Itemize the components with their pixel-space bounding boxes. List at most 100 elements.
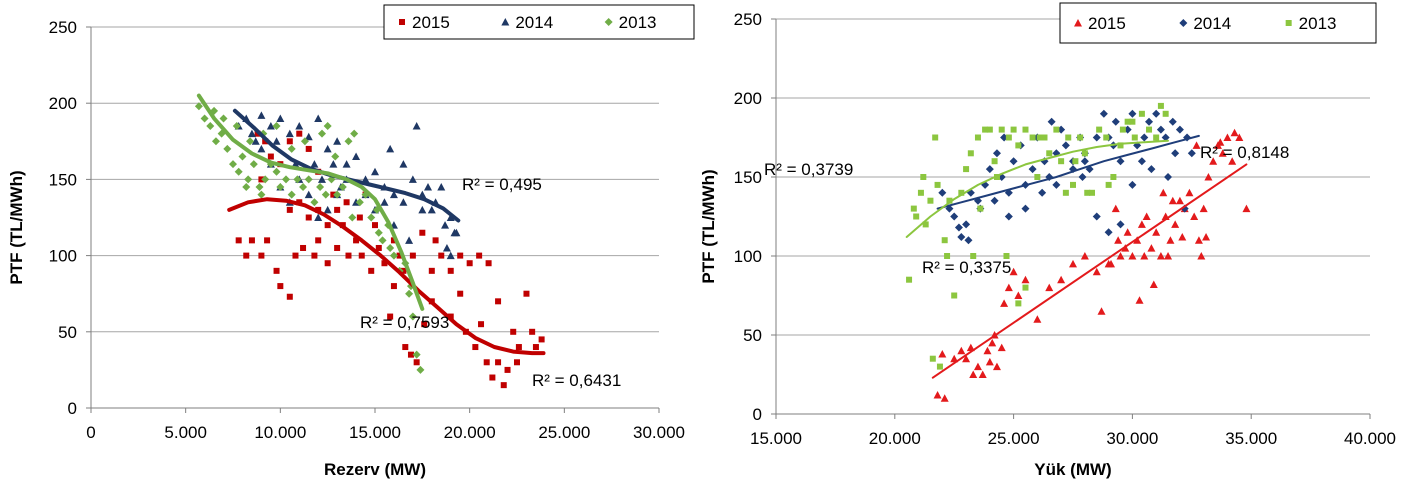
data-point (389, 190, 398, 199)
data-point (338, 183, 347, 192)
data-point (1216, 138, 1225, 146)
trendline-2015 (931, 163, 1248, 379)
data-point (970, 253, 977, 259)
data-point (428, 267, 435, 274)
data-point (258, 252, 265, 259)
data-point (1149, 280, 1158, 288)
data-point (964, 236, 973, 245)
data-point (402, 344, 409, 351)
data-point (323, 144, 332, 153)
data-point (986, 126, 993, 133)
data-point (342, 160, 351, 168)
data-point (1092, 267, 1101, 276)
data-point (1228, 157, 1237, 165)
data-point (936, 363, 943, 370)
data-point (991, 158, 998, 165)
data-point (990, 196, 999, 205)
data-point (286, 138, 293, 145)
data-point (1152, 109, 1161, 118)
data-point (389, 251, 398, 260)
data-point (1137, 220, 1146, 228)
data-point (261, 175, 270, 184)
data-point (316, 183, 325, 192)
y-tick-label: 0 (753, 405, 762, 424)
data-point (287, 144, 296, 153)
data-point (1128, 109, 1137, 118)
r-squared-label: R² = 0,7593 (360, 313, 449, 332)
data-point (1062, 189, 1069, 196)
data-point (229, 160, 237, 169)
data-point (504, 366, 511, 373)
legend-box (383, 4, 695, 40)
data-point (368, 267, 375, 274)
data-point (1146, 126, 1153, 133)
data-point (941, 237, 948, 244)
x-tick-label: 15.000 (750, 429, 802, 448)
data-point (200, 114, 209, 123)
data-point (917, 189, 924, 196)
legend-marker (399, 19, 405, 25)
data-point (1069, 259, 1077, 268)
data-point (1080, 157, 1089, 166)
r-squared-label: R² = 0,3375 (922, 258, 1011, 277)
y-tick-label: 250 (734, 10, 762, 29)
data-point (992, 149, 1001, 158)
data-point (940, 394, 949, 402)
legend-marker (1074, 19, 1082, 27)
data-point (1111, 204, 1120, 213)
x-axis-label: Yük (MW) (1034, 460, 1111, 479)
data-point (299, 183, 308, 192)
data-point (1159, 188, 1168, 197)
data-point (1084, 189, 1091, 196)
data-point (412, 122, 421, 130)
data-point (1041, 134, 1048, 141)
data-point (1107, 259, 1116, 268)
y-tick-label: 50 (743, 326, 762, 345)
data-point (1185, 188, 1194, 197)
data-point (1116, 220, 1125, 229)
data-point (1140, 133, 1149, 142)
data-point (1103, 134, 1110, 141)
data-point (1171, 149, 1180, 158)
data-point (906, 276, 913, 283)
data-point (1140, 252, 1149, 260)
data-point (372, 222, 378, 229)
data-point (457, 290, 464, 297)
data-point (982, 126, 989, 133)
data-point (495, 359, 502, 366)
data-point (272, 137, 281, 145)
data-point (321, 190, 330, 199)
data-point (305, 214, 312, 221)
data-point (962, 354, 971, 363)
data-point (500, 382, 507, 389)
series-2015 (235, 130, 545, 389)
data-point (1078, 173, 1087, 181)
data-point (1168, 117, 1177, 126)
data-point (1175, 196, 1184, 205)
data-point (1038, 188, 1047, 197)
data-point (922, 221, 929, 228)
data-point (457, 252, 464, 259)
data-point (1065, 134, 1072, 141)
data-point (247, 129, 256, 138)
data-point (1099, 109, 1108, 118)
x-tick-label: 25.000 (538, 423, 590, 442)
data-point (1194, 236, 1203, 244)
data-point (273, 267, 280, 274)
data-point (416, 365, 425, 374)
data-point (1204, 173, 1213, 181)
legend: 2015 2014 2013 (1059, 2, 1377, 44)
data-point (1152, 228, 1161, 236)
data-point (1153, 134, 1160, 141)
y-tick-label: 100 (734, 247, 762, 266)
legend-marker (1179, 19, 1188, 27)
data-point (523, 290, 530, 297)
data-point (408, 175, 417, 183)
legend-marker (1285, 20, 1292, 26)
data-point (235, 237, 242, 244)
data-point (314, 213, 323, 221)
data-point (1168, 196, 1177, 205)
data-point (1114, 236, 1123, 244)
legend-label: 2014 (1193, 14, 1231, 33)
y-tick-label: 50 (58, 323, 77, 342)
